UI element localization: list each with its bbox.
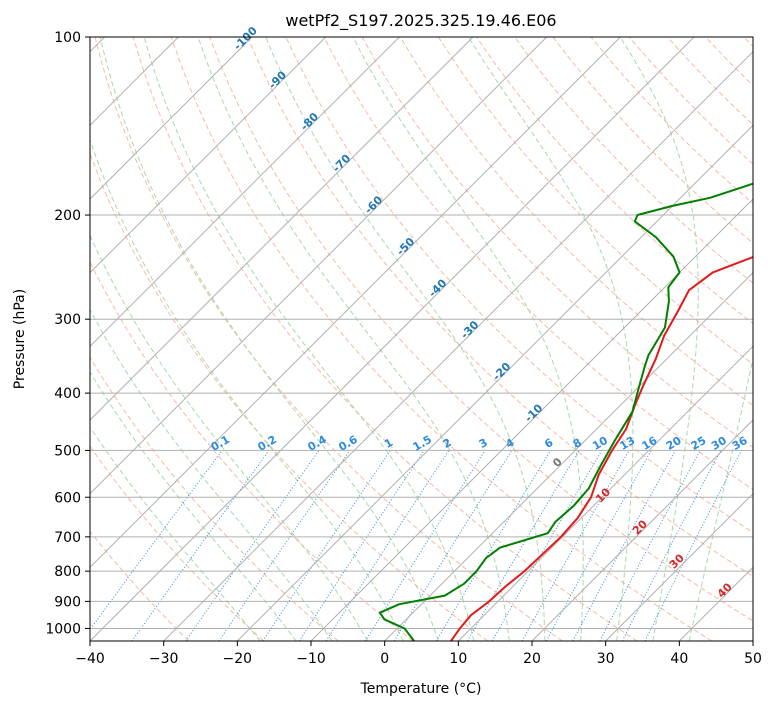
mixing-ratio-line — [599, 450, 701, 641]
moist-adiabat — [90, 234, 369, 641]
temperature-profile — [450, 256, 753, 641]
y-axis-label: Pressure (hPa) — [12, 289, 28, 389]
dry-adiabat — [132, 37, 638, 641]
moist-adiabat — [468, 37, 634, 641]
moist-adiabat — [197, 37, 510, 641]
moist-adiabat — [90, 371, 297, 641]
isotherm — [457, 345, 753, 641]
isotherm — [90, 37, 474, 421]
isotherm — [163, 50, 753, 641]
dry-adiabat — [170, 37, 712, 641]
isotherm — [90, 37, 253, 200]
mixing-ratio-line — [621, 450, 722, 641]
dry-adiabat — [94, 37, 563, 641]
y-tick-label: 500 — [54, 443, 81, 459]
x-tick-label: 0 — [380, 651, 389, 667]
dry-adiabat — [514, 37, 753, 284]
dry-adiabat — [90, 530, 190, 641]
dewpoint-profile — [378, 182, 753, 641]
mixing-ratio-line — [364, 450, 486, 641]
dry-adiabat — [399, 37, 753, 407]
moist-adiabat — [265, 37, 546, 641]
y-tick-label: 800 — [54, 564, 81, 580]
gridlines — [90, 37, 753, 641]
dry-adiabat — [247, 37, 753, 577]
x-tick-label: 20 — [523, 651, 541, 667]
mixing-ratio-line — [262, 450, 391, 641]
y-tick-label: 100 — [54, 30, 81, 46]
isotherm — [90, 37, 400, 348]
x-axis-label: Temperature (°C) — [360, 681, 482, 697]
moist-adiabat — [99, 37, 439, 641]
y-tick-label: 600 — [54, 490, 81, 506]
moist-adiabat — [619, 37, 699, 641]
isotherm — [384, 271, 753, 641]
isotherm — [90, 37, 548, 495]
y-tick-label: 400 — [54, 386, 81, 402]
isotherm — [236, 124, 753, 641]
x-axis-ticks: −40 −30 −20 −10 0 10 20 30 40 50 — [75, 641, 762, 667]
x-tick-label: −40 — [75, 651, 105, 667]
mixing-ratio-line — [298, 450, 425, 641]
x-tick-label: −10 — [296, 651, 326, 667]
dry-adiabat — [323, 37, 753, 491]
x-tick-label: −20 — [223, 651, 253, 667]
mixing-ratio-line — [521, 450, 630, 641]
isotherm — [90, 37, 327, 274]
plot-area — [90, 37, 753, 641]
isotherm — [90, 37, 621, 569]
isotherm — [310, 198, 753, 641]
x-tick-label: 10 — [449, 651, 467, 667]
x-tick-label: 40 — [670, 651, 688, 667]
mixing-ratio-line — [467, 450, 580, 641]
mixing-ratio-line — [325, 450, 450, 641]
chart-title: wetPf2_S197.2025.325.19.46.E06 — [285, 11, 556, 31]
y-tick-label: 200 — [54, 208, 81, 224]
moist-adiabat — [688, 355, 753, 641]
dry-adiabat — [90, 445, 264, 641]
moist-adiabat — [90, 308, 333, 641]
dry-adiabat — [90, 356, 339, 641]
background-lines — [90, 37, 753, 641]
x-tick-label: 30 — [597, 651, 615, 667]
isotherm — [531, 419, 753, 641]
moist-adiabat — [143, 37, 475, 641]
x-tick-label: −30 — [149, 651, 179, 667]
mixing-ratio-line — [90, 450, 223, 631]
y-tick-label: 300 — [54, 312, 81, 328]
profile-lines — [378, 182, 753, 641]
y-axis-ticks: 100 200 300 400 500 600 700 800 900 1000 — [45, 30, 90, 637]
isotherm — [90, 37, 695, 641]
y-tick-label: 700 — [54, 530, 81, 546]
y-tick-label: 900 — [54, 594, 81, 610]
dry-adiabat — [437, 37, 753, 365]
y-tick-label: 1000 — [45, 621, 81, 637]
isotherm — [605, 492, 753, 641]
moist-adiabat — [90, 138, 404, 641]
isotherm — [752, 640, 753, 641]
dry-adiabat — [209, 37, 753, 622]
dry-adiabat — [90, 152, 488, 641]
plot-frame — [89, 36, 754, 642]
x-tick-label: 50 — [744, 651, 762, 667]
